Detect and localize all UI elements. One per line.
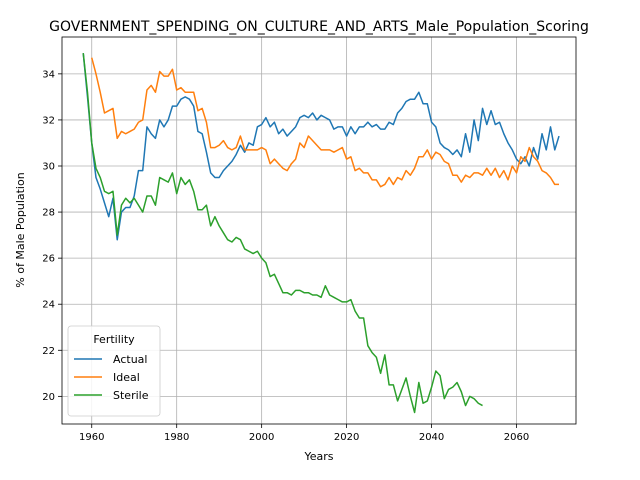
series-line-sterile: [82, 53, 483, 414]
series-line-ideal: [91, 57, 560, 188]
plot-frame: [61, 36, 577, 425]
legend: Fertility Actual Ideal Sterile: [67, 325, 161, 417]
legend-label-ideal: Ideal: [113, 371, 140, 384]
legend-label-sterile: Sterile: [113, 389, 149, 402]
y-tick-label: 26: [42, 254, 55, 265]
y-tick-label: 20: [42, 392, 55, 403]
y-tick-label: 32: [42, 115, 55, 126]
x-axis-label: Years: [303, 450, 333, 463]
series-line-actual: [82, 53, 560, 241]
legend-title: Fertility: [93, 333, 135, 346]
y-tick-label: 24: [42, 300, 55, 311]
y-axis-label: % of Male Population: [14, 172, 27, 287]
x-tick-label: 2060: [504, 432, 529, 443]
y-tick-label: 28: [42, 208, 55, 219]
y-tick-label: 34: [42, 69, 55, 80]
x-tick-label: 1980: [164, 432, 189, 443]
x-tick-label: 2040: [419, 432, 444, 443]
y-tick-label: 22: [42, 346, 55, 357]
y-tick-label: 30: [42, 162, 55, 173]
series-lines: [82, 53, 560, 414]
legend-label-actual: Actual: [113, 353, 147, 366]
grid: [62, 37, 576, 424]
x-tick-label: 1960: [79, 432, 104, 443]
chart-title: GOVERNMENT_SPENDING_ON_CULTURE_AND_ARTS_…: [49, 19, 589, 35]
x-axis: 1960 1980 2000 2020 2040 2060: [79, 424, 529, 443]
legend-box: [67, 325, 161, 417]
x-tick-label: 2020: [334, 432, 359, 443]
y-axis: 20 22 24 26 28 30 32 34: [42, 69, 62, 403]
x-tick-label: 2000: [249, 432, 274, 443]
